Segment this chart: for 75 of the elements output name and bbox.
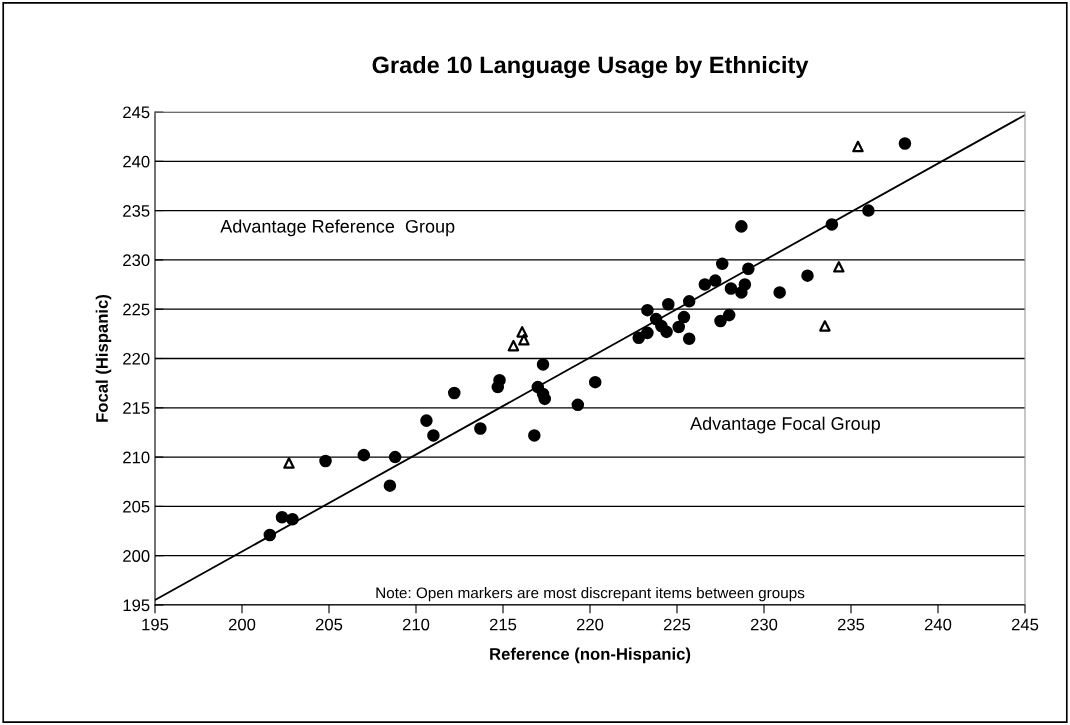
x-axis-title: Reference (non-Hispanic) [490, 647, 691, 664]
point [388, 450, 402, 464]
point [319, 454, 332, 468]
point [773, 286, 786, 299]
point [801, 269, 814, 282]
point [819, 320, 831, 332]
point [852, 140, 864, 153]
point [275, 510, 289, 524]
x-tick-label: 235 [837, 618, 865, 631]
point [427, 429, 440, 442]
point [698, 278, 712, 291]
point [357, 448, 371, 462]
y-tick-label: 240 [123, 155, 150, 168]
point [833, 261, 845, 273]
point [474, 422, 487, 435]
point [662, 298, 675, 311]
point [448, 386, 461, 400]
point [682, 295, 696, 308]
point [715, 257, 729, 271]
point [714, 314, 727, 328]
y-tick-label: 215 [123, 402, 150, 414]
point [536, 358, 550, 371]
point [722, 308, 736, 322]
y-tick-label: 235 [123, 205, 150, 217]
point [420, 414, 433, 427]
y-tick-label: 200 [123, 550, 150, 562]
point [538, 392, 552, 406]
x-tick-label: 240 [924, 618, 952, 631]
point [682, 332, 696, 346]
point [516, 326, 528, 338]
point [641, 303, 654, 317]
x-tick-label: 195 [142, 618, 169, 631]
y-tick-label: 205 [123, 500, 150, 513]
x-tick-label: 205 [315, 618, 343, 631]
point [263, 528, 277, 542]
point [735, 220, 748, 233]
annotation: Advantage Focal Group [690, 416, 880, 434]
point [898, 137, 912, 150]
x-tick-label: 200 [228, 618, 256, 631]
point [632, 331, 645, 345]
point [709, 274, 722, 287]
y-tick-label: 225 [123, 303, 150, 316]
point [286, 512, 299, 526]
y-tick-label: 245 [123, 106, 150, 119]
annotation: Advantage Reference Group [220, 219, 455, 237]
y-tick-label: 195 [123, 599, 150, 612]
point [528, 429, 541, 442]
x-tick-label: 220 [576, 618, 604, 631]
x-tick-label: 245 [1011, 618, 1039, 631]
point [518, 334, 530, 346]
point [507, 339, 520, 352]
point [283, 457, 295, 469]
y-axis-title: Focal (Hispanic) [95, 294, 112, 422]
point [588, 375, 602, 389]
point [862, 204, 875, 217]
x-tick-label: 210 [402, 618, 430, 631]
point [825, 218, 839, 231]
point [571, 398, 585, 412]
y-tick-label: 220 [123, 352, 150, 365]
point [742, 262, 755, 276]
point [641, 326, 654, 340]
point [677, 310, 691, 324]
chart-title: Grade 10 Language Usage by Ethnicity [372, 56, 809, 79]
point [724, 282, 738, 295]
point [660, 325, 673, 339]
point [672, 320, 685, 334]
x-tick-label: 225 [663, 618, 691, 631]
y-tick-label: 210 [123, 451, 150, 464]
x-tick-label: 230 [750, 618, 778, 631]
annotation: Note: Open markers are most discrepant items between groups [376, 587, 805, 602]
y-tick-label: 230 [123, 254, 150, 267]
point [738, 278, 752, 291]
x-tick-label: 215 [489, 618, 517, 631]
point [493, 373, 506, 387]
point [383, 479, 397, 492]
